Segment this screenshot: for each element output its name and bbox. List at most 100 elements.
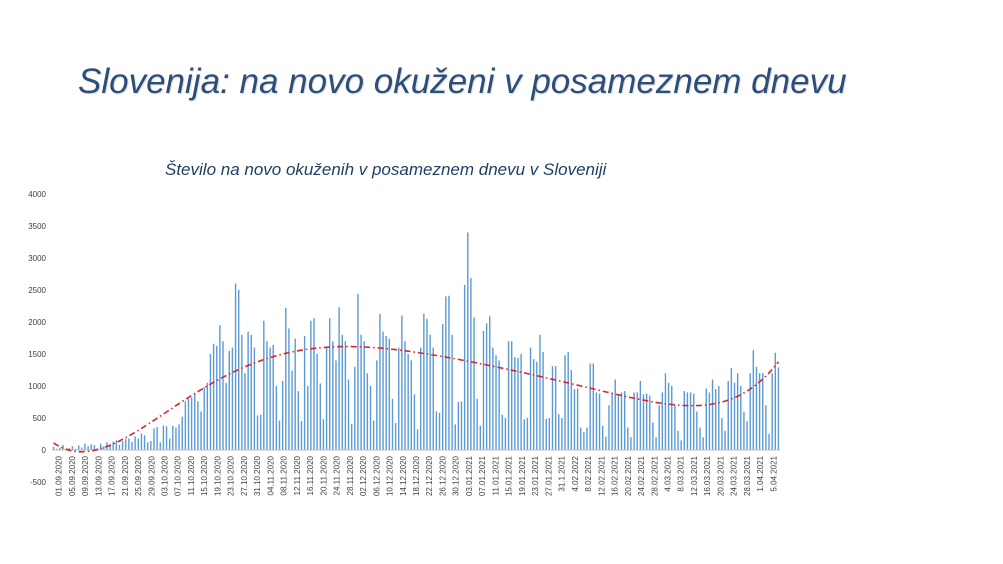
bar	[551, 366, 554, 450]
bar	[426, 318, 428, 450]
x-tick-label: 16.02.2021	[611, 455, 620, 496]
bar	[768, 434, 770, 450]
bar	[162, 425, 165, 450]
bar	[165, 426, 168, 450]
bar	[642, 394, 645, 450]
bar	[429, 334, 431, 450]
bar	[410, 360, 412, 450]
bar	[121, 441, 124, 450]
bar	[338, 307, 340, 450]
bar	[372, 420, 375, 450]
x-tick-label: 15.01.2021	[505, 455, 514, 496]
x-tick-label: 5.04.2021	[769, 455, 778, 491]
bar	[300, 421, 303, 450]
bar	[727, 380, 729, 450]
bar	[84, 443, 86, 450]
bar	[256, 415, 259, 450]
bar	[498, 360, 500, 450]
bar	[532, 359, 535, 450]
bar	[159, 442, 161, 450]
x-tick-label: 17.09.2020	[108, 455, 117, 496]
bar	[357, 293, 359, 450]
bar	[423, 313, 425, 450]
bar	[394, 423, 397, 450]
x-tick-label: 23.10.2020	[227, 455, 236, 496]
bar	[294, 338, 296, 450]
bar	[523, 419, 525, 450]
x-tick-label: 03.10.2020	[161, 455, 170, 496]
x-tick-label: 24.02.2021	[637, 455, 646, 496]
bar	[209, 354, 212, 450]
bar	[721, 418, 723, 450]
bar	[586, 427, 588, 450]
x-tick-label: 03.01.2021	[465, 455, 474, 496]
bar	[313, 318, 315, 450]
bar	[325, 347, 328, 450]
bar	[677, 430, 679, 450]
bar	[693, 393, 695, 450]
bar	[134, 436, 136, 450]
bar	[93, 444, 96, 450]
bar	[711, 379, 714, 450]
bar	[564, 355, 566, 450]
y-tick-label: 0	[42, 446, 47, 455]
y-tick-label: 2000	[28, 318, 46, 327]
bar	[366, 373, 369, 450]
bar	[718, 386, 720, 450]
x-tick-label: 21.09.2020	[121, 455, 130, 496]
y-axis-ticks: -500 0 500 1000 1500 2000 2500 3000 3500 4000	[28, 190, 46, 487]
bar	[448, 295, 450, 450]
bar	[598, 393, 601, 450]
bar	[445, 296, 447, 450]
bar	[664, 373, 667, 450]
bar	[749, 373, 751, 450]
bar	[454, 424, 456, 450]
bar	[143, 435, 146, 450]
bar	[376, 360, 378, 450]
chart-title: Število na novo okuženih v posameznem dn…	[165, 160, 607, 179]
bar	[71, 446, 74, 450]
bar	[495, 355, 497, 450]
bar	[68, 448, 70, 450]
bar	[463, 284, 466, 450]
bar	[517, 357, 519, 450]
x-tick-label: 11.10.2020	[187, 455, 196, 495]
y-tick-label: 2500	[28, 286, 46, 295]
bar	[184, 401, 187, 450]
bar	[736, 373, 739, 450]
bar	[137, 438, 139, 450]
y-tick-label: 3500	[28, 222, 46, 231]
bar	[59, 447, 61, 450]
bar	[388, 338, 391, 450]
bar	[539, 334, 541, 450]
x-tick-label: 10.12.2020	[386, 455, 395, 496]
bar	[592, 363, 594, 450]
bar	[385, 336, 387, 450]
x-tick-label: 20.02.2021	[624, 455, 633, 496]
x-tick-label: 06.12.2020	[372, 455, 381, 496]
bar	[131, 441, 133, 450]
bar	[514, 357, 516, 450]
bar	[128, 438, 130, 450]
bar	[479, 425, 482, 450]
bar	[708, 392, 711, 450]
x-tick-label: 26.12.2020	[439, 455, 448, 496]
x-tick-label: 20.03.2021	[716, 455, 725, 496]
bar	[730, 368, 733, 450]
bar	[752, 350, 755, 450]
x-tick-label: 28.02.2021	[650, 455, 659, 496]
bar	[696, 411, 698, 450]
slide-title: Slovenija: na novo okuženi v posameznem …	[78, 62, 847, 101]
bar	[401, 315, 403, 450]
bar	[212, 343, 215, 450]
x-tick-label: 23.01.2021	[531, 455, 540, 496]
bar	[755, 366, 758, 450]
x-tick-label: 05.09.2020	[68, 455, 77, 496]
bar	[485, 323, 488, 450]
x-tick-label: 19.01.2021	[518, 455, 527, 496]
bar	[241, 334, 243, 450]
y-tick-label: -500	[30, 478, 47, 487]
bar	[655, 437, 657, 450]
bar	[168, 438, 171, 450]
